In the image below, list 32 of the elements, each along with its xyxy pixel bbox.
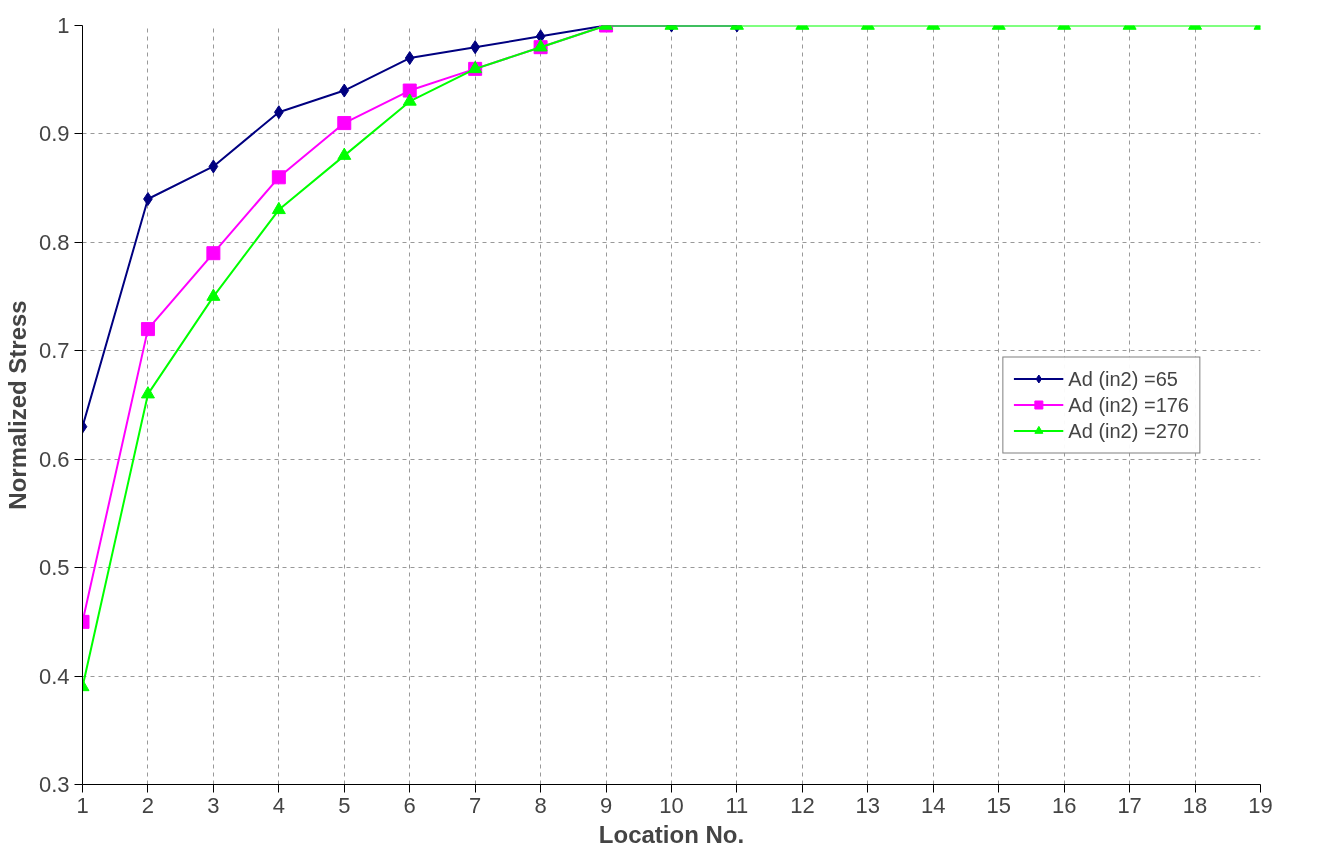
y-axis-title: Normalized Stress	[3, 300, 31, 510]
x-tick-label: 8	[534, 792, 547, 818]
x-tick-label: 19	[1248, 792, 1273, 818]
y-tick-label: 0.4	[38, 663, 70, 689]
x-tick-label: 14	[921, 792, 946, 818]
x-tick-label: 5	[338, 792, 351, 818]
x-tick-label: 9	[599, 792, 613, 818]
legend-label: Ad (in2) =176	[1068, 393, 1189, 416]
legend-label: Ad (in2) =65	[1068, 367, 1178, 390]
y-tick-label: 0.8	[38, 229, 70, 255]
x-tick-label: 17	[1117, 792, 1142, 818]
x-tick-label: 15	[986, 792, 1011, 818]
x-tick-label: 7	[469, 792, 482, 818]
x-tick-label: 10	[659, 792, 684, 818]
y-tick-label: 0.6	[38, 446, 70, 472]
x-tick-label: 13	[855, 792, 881, 818]
y-tick-label: 1	[57, 13, 70, 38]
x-tick-label: 18	[1182, 792, 1208, 818]
y-tick-label: 0.9	[38, 121, 70, 147]
x-axis-title: Location No.	[598, 820, 745, 848]
x-tick-label: 2	[141, 792, 155, 818]
y-tick-label: 0.5	[38, 555, 70, 581]
x-tick-label: 12	[790, 792, 815, 818]
x-tick-label: 4	[272, 792, 285, 818]
x-tick-label: 3	[207, 792, 220, 818]
x-tick-label: 11	[725, 792, 749, 818]
y-tick-label: 0.3	[38, 772, 70, 797]
x-tick-label: 6	[403, 792, 416, 818]
y-tick-label: 0.7	[38, 338, 70, 364]
x-tick-label: 16	[1051, 792, 1077, 818]
legend-label: Ad (in2) =270	[1068, 419, 1189, 442]
x-tick-label: 1	[76, 792, 89, 818]
